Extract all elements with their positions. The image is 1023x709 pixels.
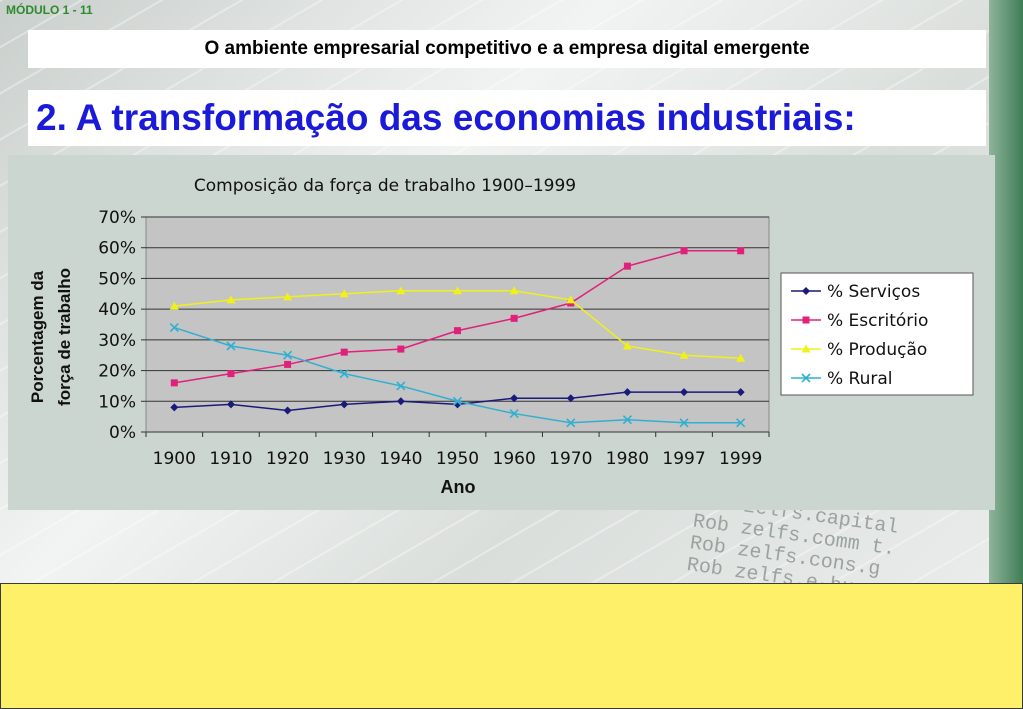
data-point: [284, 360, 292, 368]
data-point: [452, 396, 463, 406]
data-point: [566, 394, 575, 403]
data-point: [623, 388, 632, 397]
y-axis-label-line1: Porcentagem da: [28, 270, 47, 403]
data-point: [340, 348, 348, 356]
data-point: [170, 403, 179, 412]
legend-label: % Escritório: [827, 311, 928, 331]
x-tick-label: 1980: [606, 449, 649, 469]
y-tick-label: 70%: [98, 208, 136, 228]
data-point: [737, 247, 745, 255]
legend-marker: [801, 344, 811, 353]
y-tick-label: 20%: [98, 362, 136, 382]
legend-label: % Serviços: [827, 282, 920, 302]
data-point: [622, 341, 632, 350]
x-tick-label: 1940: [379, 449, 422, 469]
data-point: [170, 379, 178, 387]
legend-marker: [801, 373, 811, 383]
y-tick-label: 60%: [98, 239, 136, 259]
x-tick-label: 1930: [323, 449, 366, 469]
slide-subtitle: O ambiente empresarial competitivo e a e…: [28, 30, 986, 68]
chart-panel: Composição da força de trabalho 1900–199…: [8, 155, 995, 510]
notes-box: [0, 583, 1023, 709]
y-tick-label: 30%: [98, 331, 136, 351]
x-axis-label: Ano: [441, 477, 476, 497]
data-point: [680, 388, 689, 397]
data-point: [566, 418, 576, 428]
data-point: [622, 415, 632, 425]
chart-legend: % Serviços % Escritório % Produção % Rural: [780, 272, 974, 396]
data-point: [396, 381, 406, 391]
data-point: [396, 397, 405, 406]
data-point: [679, 350, 689, 359]
module-label: MÓDULO 1 - 11: [6, 3, 93, 17]
data-point: [679, 418, 689, 428]
data-point: [340, 400, 349, 409]
data-point: [736, 418, 746, 428]
data-point: [397, 345, 405, 353]
data-point: [566, 295, 576, 304]
data-point: [226, 295, 236, 304]
y-tick-label: 40%: [98, 300, 136, 320]
x-tick-label: 1960: [493, 449, 536, 469]
data-point: [680, 247, 688, 255]
data-point: [510, 314, 518, 322]
data-point: [339, 289, 349, 298]
legend-marker: [802, 316, 810, 324]
data-point: [509, 286, 519, 295]
data-point: [283, 292, 293, 301]
slide-subtitle-text: O ambiente empresarial competitivo e a e…: [204, 38, 810, 59]
data-point: [454, 327, 461, 335]
line-chart: Composição da força de trabalho 1900–199…: [28, 176, 974, 497]
series-produção: [169, 286, 746, 362]
data-point: [283, 350, 293, 360]
x-tick-label: 1950: [436, 449, 479, 469]
x-tick-label: 1970: [549, 449, 592, 469]
y-tick-label: 50%: [98, 269, 136, 289]
x-tick-label: 1910: [209, 449, 252, 469]
x-tick-label: 1900: [153, 449, 196, 469]
y-tick-label: 10%: [98, 392, 136, 412]
x-tick-label: 1999: [719, 449, 762, 469]
data-point: [453, 286, 462, 295]
data-point: [169, 301, 179, 310]
plot-area: 0% 10% 20% 30% 40% 50% 60% 70% 1900 1910 1920 1930 1…: [98, 208, 770, 469]
data-point: [509, 409, 519, 419]
chart-title: Composição da força de trabalho 1900–199…: [194, 176, 576, 196]
x-tick-label: 1920: [266, 449, 309, 469]
legend-box: [780, 272, 974, 396]
slide-heading: 2. A transformação das economias industr…: [28, 90, 986, 146]
series-rural: [169, 323, 746, 428]
data-point: [226, 400, 235, 409]
data-point: [226, 341, 236, 351]
legend-label: % Rural: [827, 369, 893, 389]
data-point: [227, 370, 235, 378]
data-point: [736, 388, 745, 397]
data-point: [396, 286, 406, 295]
y-axis-label-line2: força de trabalho: [55, 268, 74, 406]
data-point: [623, 262, 631, 270]
data-point: [510, 394, 519, 403]
y-tick-label: 0%: [109, 423, 136, 443]
series-escritório: [170, 247, 745, 387]
data-point: [169, 323, 179, 333]
data-point: [339, 369, 349, 379]
data-point: [736, 353, 746, 362]
legend-label: % Produção: [827, 340, 927, 360]
data-point: [283, 406, 292, 415]
legend-marker: [802, 287, 810, 295]
series-serviços: [170, 388, 745, 415]
x-tick-label: 1997: [662, 449, 705, 469]
plot-background: [145, 216, 770, 433]
